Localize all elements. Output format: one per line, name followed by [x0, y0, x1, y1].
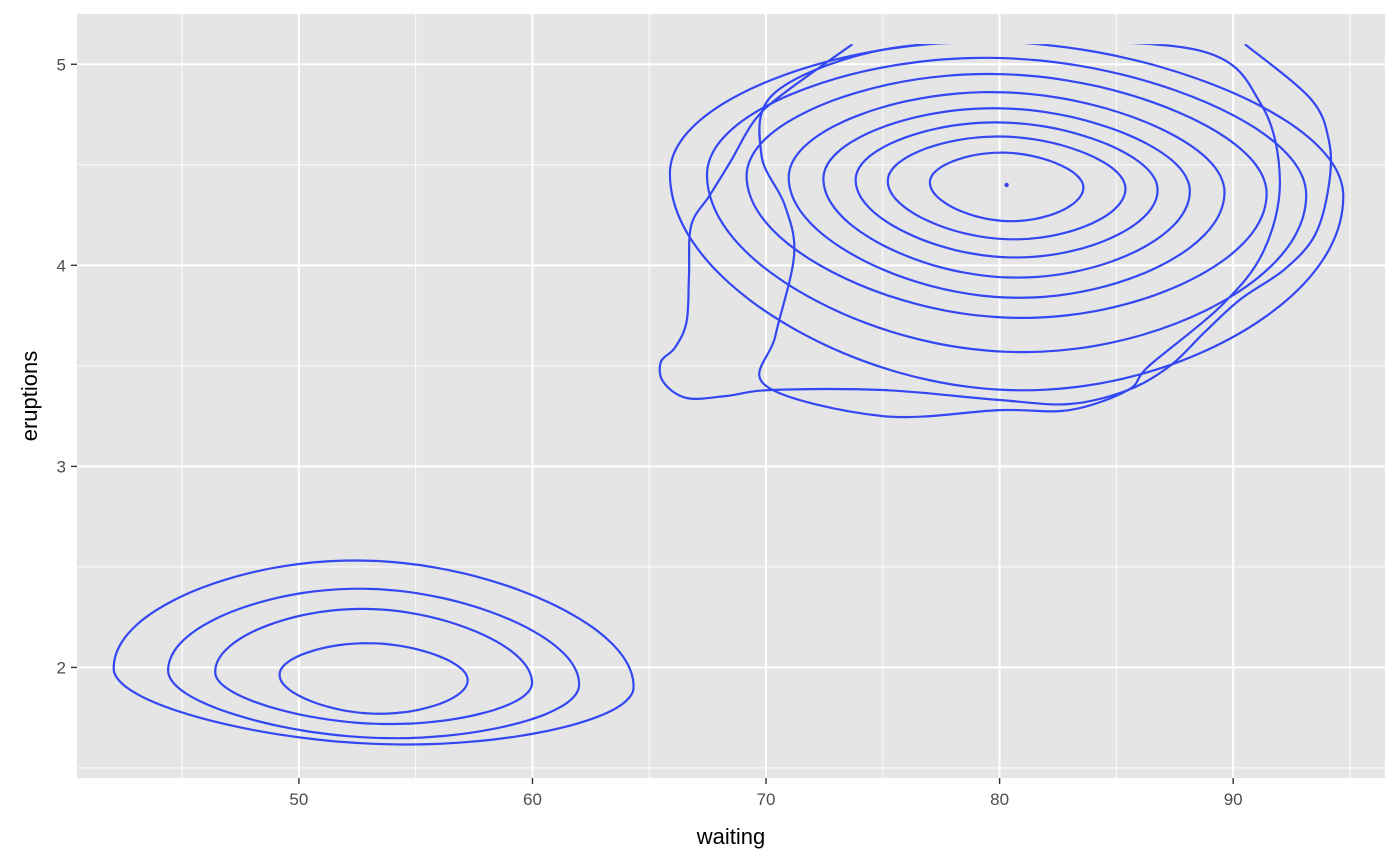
- contour-line: [658, 44, 1333, 406]
- y-tick-label: 3: [57, 457, 66, 476]
- contour-line: [758, 44, 1282, 419]
- contour-line: [214, 607, 534, 726]
- y-tick-label: 4: [57, 256, 66, 275]
- contour-line: [745, 72, 1268, 319]
- major-gridlines: [77, 14, 1385, 778]
- minor-gridlines: [77, 14, 1385, 778]
- x-tick-label: 90: [1224, 790, 1243, 809]
- contour-line: [705, 56, 1308, 354]
- contour-line: [928, 151, 1085, 223]
- x-axis-ticks: 50 60 70 80 90: [289, 778, 1243, 809]
- x-tick-label: 80: [990, 790, 1009, 809]
- contour-lines: [112, 44, 1345, 746]
- contour-line: [668, 44, 1345, 392]
- contour-line: [166, 587, 581, 740]
- y-axis-ticks: 2 3 4 5: [57, 55, 77, 677]
- x-tick-label: 60: [523, 790, 542, 809]
- contour-line: [854, 121, 1159, 259]
- contour-line: [886, 135, 1127, 241]
- contour-line: [822, 107, 1191, 279]
- y-tick-label: 2: [57, 658, 66, 677]
- x-tick-label: 50: [289, 790, 308, 809]
- x-tick-label: 70: [757, 790, 776, 809]
- y-axis-title: eruptions: [17, 351, 42, 442]
- contour-line: [278, 642, 469, 715]
- contour-line: [787, 90, 1226, 299]
- y-tick-label: 5: [57, 55, 66, 74]
- x-axis-title: waiting: [696, 824, 765, 849]
- contour-line: [112, 559, 635, 746]
- density-peak-point: [1004, 182, 1009, 188]
